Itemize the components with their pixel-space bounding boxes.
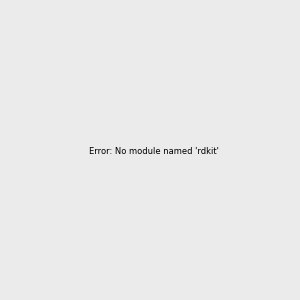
Text: Error: No module named 'rdkit': Error: No module named 'rdkit' [89,147,219,156]
